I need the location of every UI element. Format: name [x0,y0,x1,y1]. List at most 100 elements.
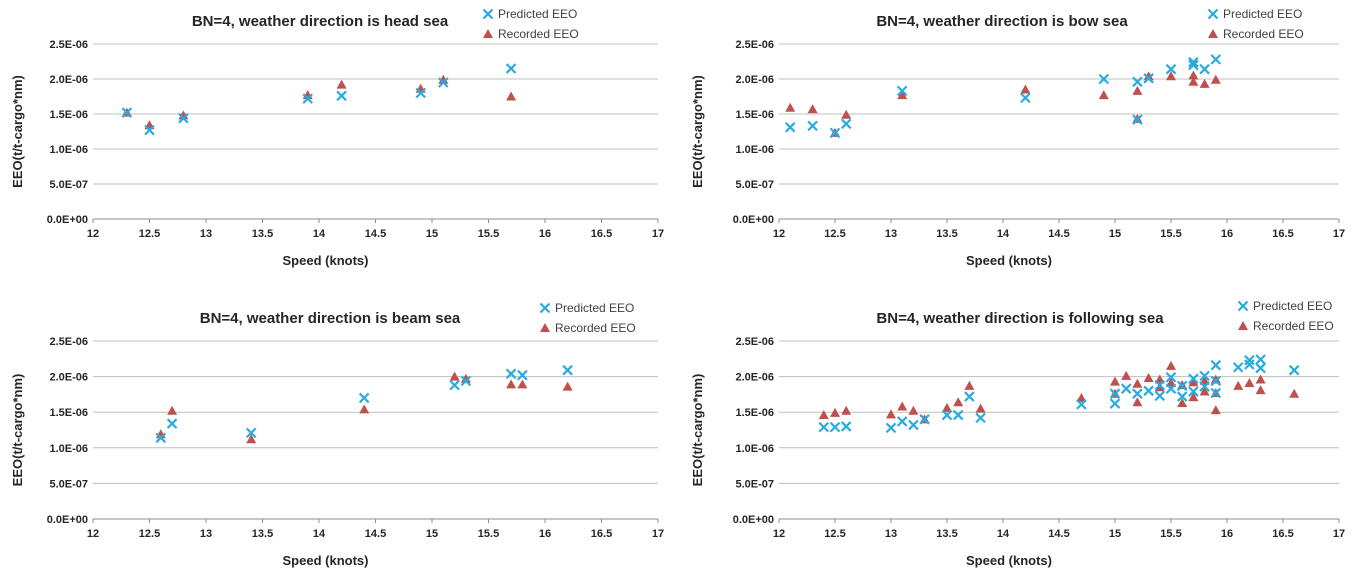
recorded-point [964,380,975,390]
recorded-point [1255,374,1266,384]
x-tick-label: 14 [997,528,1010,540]
y-tick-label: 2.0E-06 [49,74,88,86]
recorded-point [953,397,964,407]
recorded-point [1210,74,1221,84]
legend: Predicted EEO Recorded EEO [1207,7,1304,41]
recorded-point [1076,392,1087,402]
y-tick-label: 0.0E+00 [733,514,774,526]
recorded-point [460,373,471,383]
chart-title: BN=4, weather direction is head sea [192,13,449,30]
recorded-point [1098,90,1109,100]
legend: Predicted EEO Recorded EEO [482,7,579,41]
x-tick-label: 14 [313,528,326,540]
x-tick-label: 15.5 [1160,228,1181,240]
x-tick-label: 15 [1109,228,1121,240]
legend-predicted-marker [1237,300,1249,312]
predicted-point [1255,354,1266,365]
predicted-point [1199,381,1210,392]
x-tick-label: 16 [1221,528,1233,540]
x-tick-label: 16.5 [591,228,612,240]
predicted-point [829,127,841,139]
chart-title: BN=4, weather direction is bow sea [876,13,1128,30]
y-tick-label: 2.5E-06 [49,336,88,348]
x-axis-label: Speed (knots) [966,553,1052,568]
y-tick-label: 1.5E-06 [49,109,88,121]
y-tick-label: 1.0E-06 [735,144,774,156]
x-tick-label: 12 [87,228,99,240]
chart-following-sea: BN=4, weather direction is following sea… [690,299,1345,568]
y-tick-label: 0.0E+00 [47,514,88,526]
predicted-point [245,427,257,439]
predicted-point [896,416,908,427]
predicted-point [1154,379,1166,391]
predicted-point [807,120,818,132]
recorded-point [1121,370,1132,380]
y-tick-label: 1.5E-06 [735,109,774,121]
y-axis-label: EEO(t/t-cargo*nm) [690,374,705,487]
recorded-point [1188,392,1199,402]
x-tick-label: 15 [426,528,438,540]
x-tick-label: 17 [652,228,664,240]
predicted-point [1188,386,1199,397]
recorded-point [841,405,852,415]
x-tick-label: 13.5 [252,528,273,540]
y-tick-label: 2.0E-06 [735,372,774,384]
x-tick-label: 14.5 [365,528,386,540]
recorded-point [1166,71,1176,81]
recorded-point [897,90,908,100]
series-predicted [121,63,517,136]
recorded-point [359,404,370,414]
series-recorded [155,371,573,444]
x-tick-label: 16.5 [591,528,612,540]
predicted-point [144,124,155,136]
y-tick-label: 2.5E-06 [49,39,88,51]
y-tick-label: 5.0E-07 [735,179,774,191]
x-tick-label: 13 [200,228,212,240]
predicted-point [908,419,919,431]
predicted-point [449,379,460,391]
y-tick-label: 5.0E-07 [49,478,88,490]
legend-recorded-marker [1208,29,1218,38]
recorded-point [1020,84,1031,94]
recorded-point [246,434,257,444]
recorded-point [830,407,840,417]
y-tick-label: 5.0E-07 [735,478,774,490]
y-tick-label: 2.5E-06 [735,39,774,51]
recorded-point [841,109,852,119]
predicted-point [1232,362,1244,373]
recorded-point [975,403,986,413]
predicted-point [1188,59,1199,71]
recorded-point [1199,386,1210,396]
x-tick-label: 15 [426,228,438,240]
predicted-point [460,375,472,387]
legend-label: Predicted EEO [1253,299,1332,313]
legend-recorded-marker [1238,321,1248,330]
recorded-point [1210,405,1221,415]
x-axis-label: Speed (knots) [966,253,1052,268]
x-tick-label: 14.5 [1048,528,1069,540]
predicted-point [1288,364,1300,376]
predicted-point [438,77,449,88]
predicted-point [1132,76,1143,88]
predicted-point [1176,391,1188,402]
x-axis-label: Speed (knots) [283,553,369,568]
predicted-point [896,85,908,97]
predicted-point [1132,114,1143,125]
y-tick-label: 2.5E-06 [735,336,774,348]
x-tick-label: 13 [200,528,212,540]
x-tick-label: 16.5 [1272,528,1293,540]
recorded-point [1255,385,1266,395]
predicted-point [562,364,573,376]
predicted-point [178,112,189,124]
predicted-point [1176,380,1188,392]
y-tick-label: 1.5E-06 [49,407,88,419]
predicted-point [1143,385,1154,397]
legend-label: Recorded EEO [498,27,579,41]
predicted-point [829,421,841,433]
predicted-point [952,409,964,421]
legend-label: Recorded EEO [555,321,636,335]
x-tick-label: 13.5 [252,228,273,240]
recorded-point [506,379,517,389]
recorded-point [1244,378,1255,388]
